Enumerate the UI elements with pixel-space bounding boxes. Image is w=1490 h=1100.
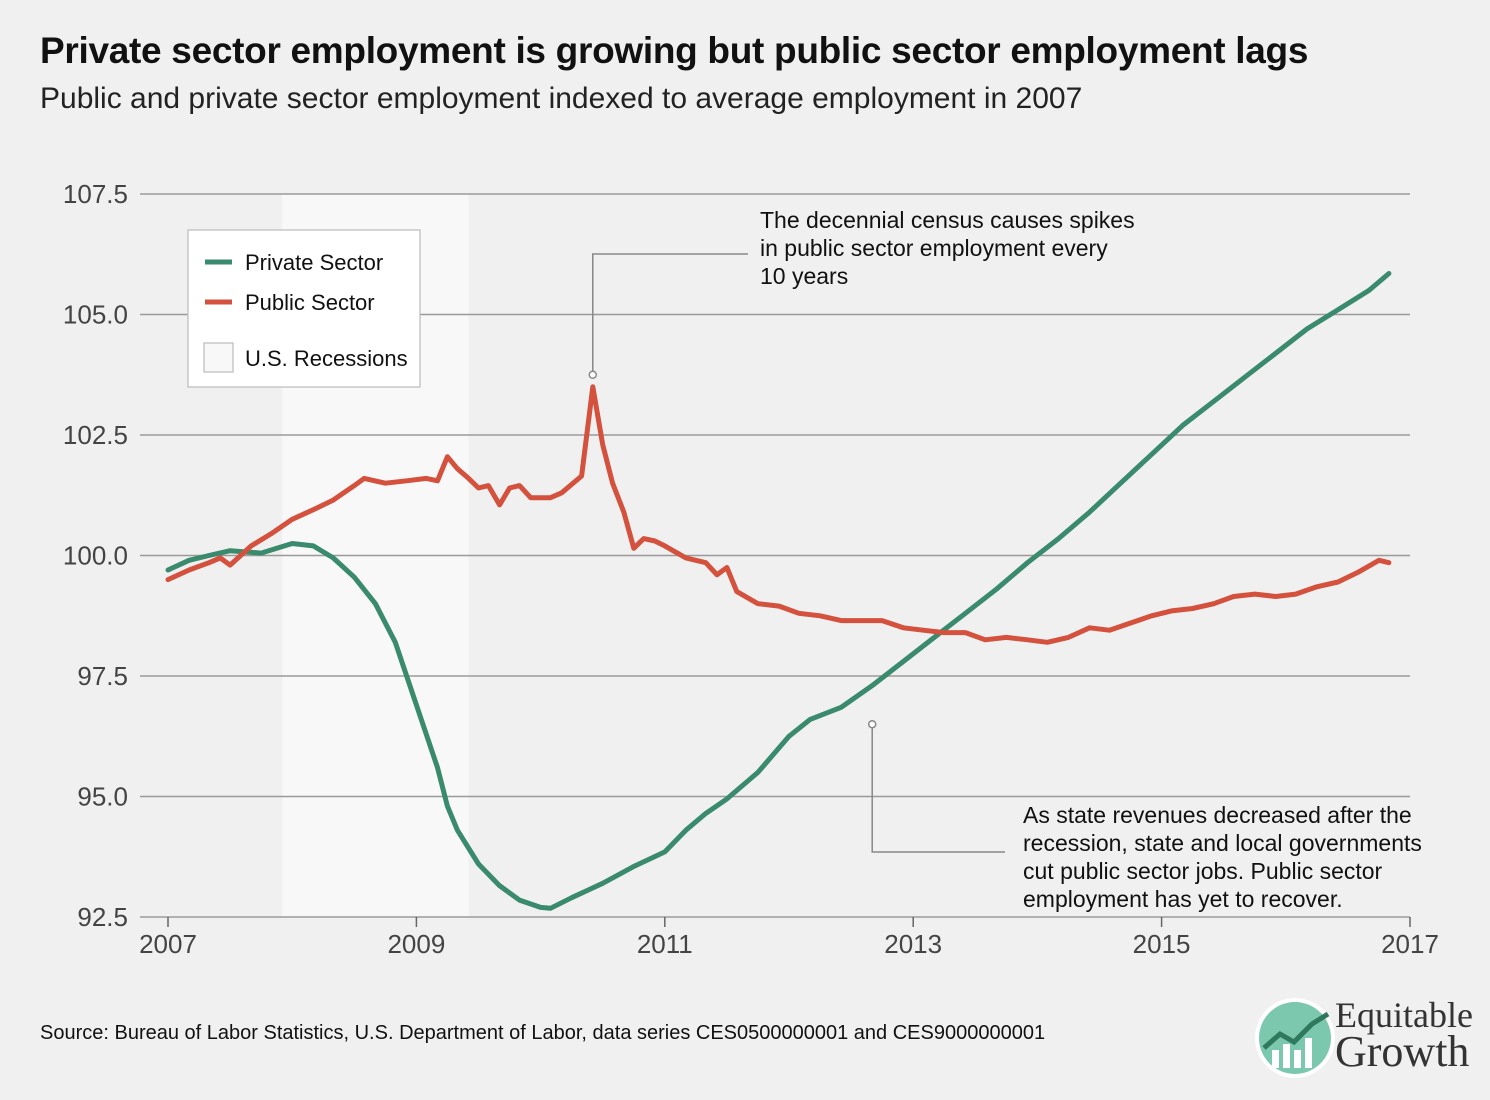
x-tick-label: 2007: [139, 929, 197, 959]
chart-title: Private sector employment is growing but…: [40, 30, 1309, 71]
y-tick-label: 100.0: [63, 541, 128, 571]
x-tick-label: 2013: [884, 929, 942, 959]
recovery-annotation-leader: [871, 724, 1005, 853]
logo-line-2: Growth: [1335, 1027, 1470, 1076]
legend-label: Private Sector: [245, 250, 383, 275]
x-tick-label: 2015: [1133, 929, 1191, 959]
legend-swatch-recession: [203, 342, 234, 373]
legend-label: U.S. Recessions: [245, 346, 408, 371]
private-sector-line: [165, 271, 1392, 911]
census-annotation-leader: [592, 253, 748, 375]
census-annotation-text-line: The decennial census causes spikes: [760, 207, 1135, 233]
recovery-annotation-text-line: As state revenues decreased after the: [1023, 802, 1412, 828]
recovery-annotation-text-line: recession, state and local governments: [1023, 830, 1422, 856]
legend-label: Public Sector: [245, 290, 375, 315]
y-tick-label: 97.5: [77, 661, 128, 691]
census-annotation-text-line: 10 years: [760, 263, 848, 289]
x-tick-label: 2009: [387, 929, 445, 959]
census-annotation-dot: [588, 370, 598, 379]
x-tick-label: 2011: [637, 929, 693, 959]
source-note: Source: Bureau of Labor Statistics, U.S.…: [40, 1022, 1046, 1044]
y-tick-label: 102.5: [63, 420, 128, 450]
equitable-growth-logo: Equitable Growth: [1250, 990, 1485, 1085]
recovery-annotation-text-line: employment has yet to recover.: [1023, 886, 1343, 912]
logo-line-1: Equitable: [1335, 995, 1473, 1035]
census-annotation-text-line: in public sector employment every: [760, 235, 1108, 261]
y-tick-label: 107.5: [63, 179, 128, 209]
chart-subtitle: Public and private sector employment ind…: [40, 82, 1083, 115]
logo-mark-icon: [1255, 998, 1335, 1078]
legend: Private Sector Public Sector U.S. Recessio…: [187, 229, 421, 388]
public-sector-line: [165, 384, 1392, 645]
y-tick-label: 92.5: [77, 902, 128, 932]
recovery-annotation-dot: [867, 719, 877, 729]
recovery-annotation-text: As state revenues decreased after the rec…: [1023, 802, 1422, 912]
x-tick-label: 2017: [1381, 929, 1439, 959]
recovery-annotation-text-line: cut public sector jobs. Public sector: [1023, 858, 1383, 884]
y-tick-label: 105.0: [63, 300, 128, 330]
y-tick-label: 95.0: [77, 782, 128, 812]
logo-wordmark: Equitable Growth: [1335, 995, 1473, 1076]
census-annotation-text: The decennial census causes spikes in pub…: [760, 207, 1135, 289]
